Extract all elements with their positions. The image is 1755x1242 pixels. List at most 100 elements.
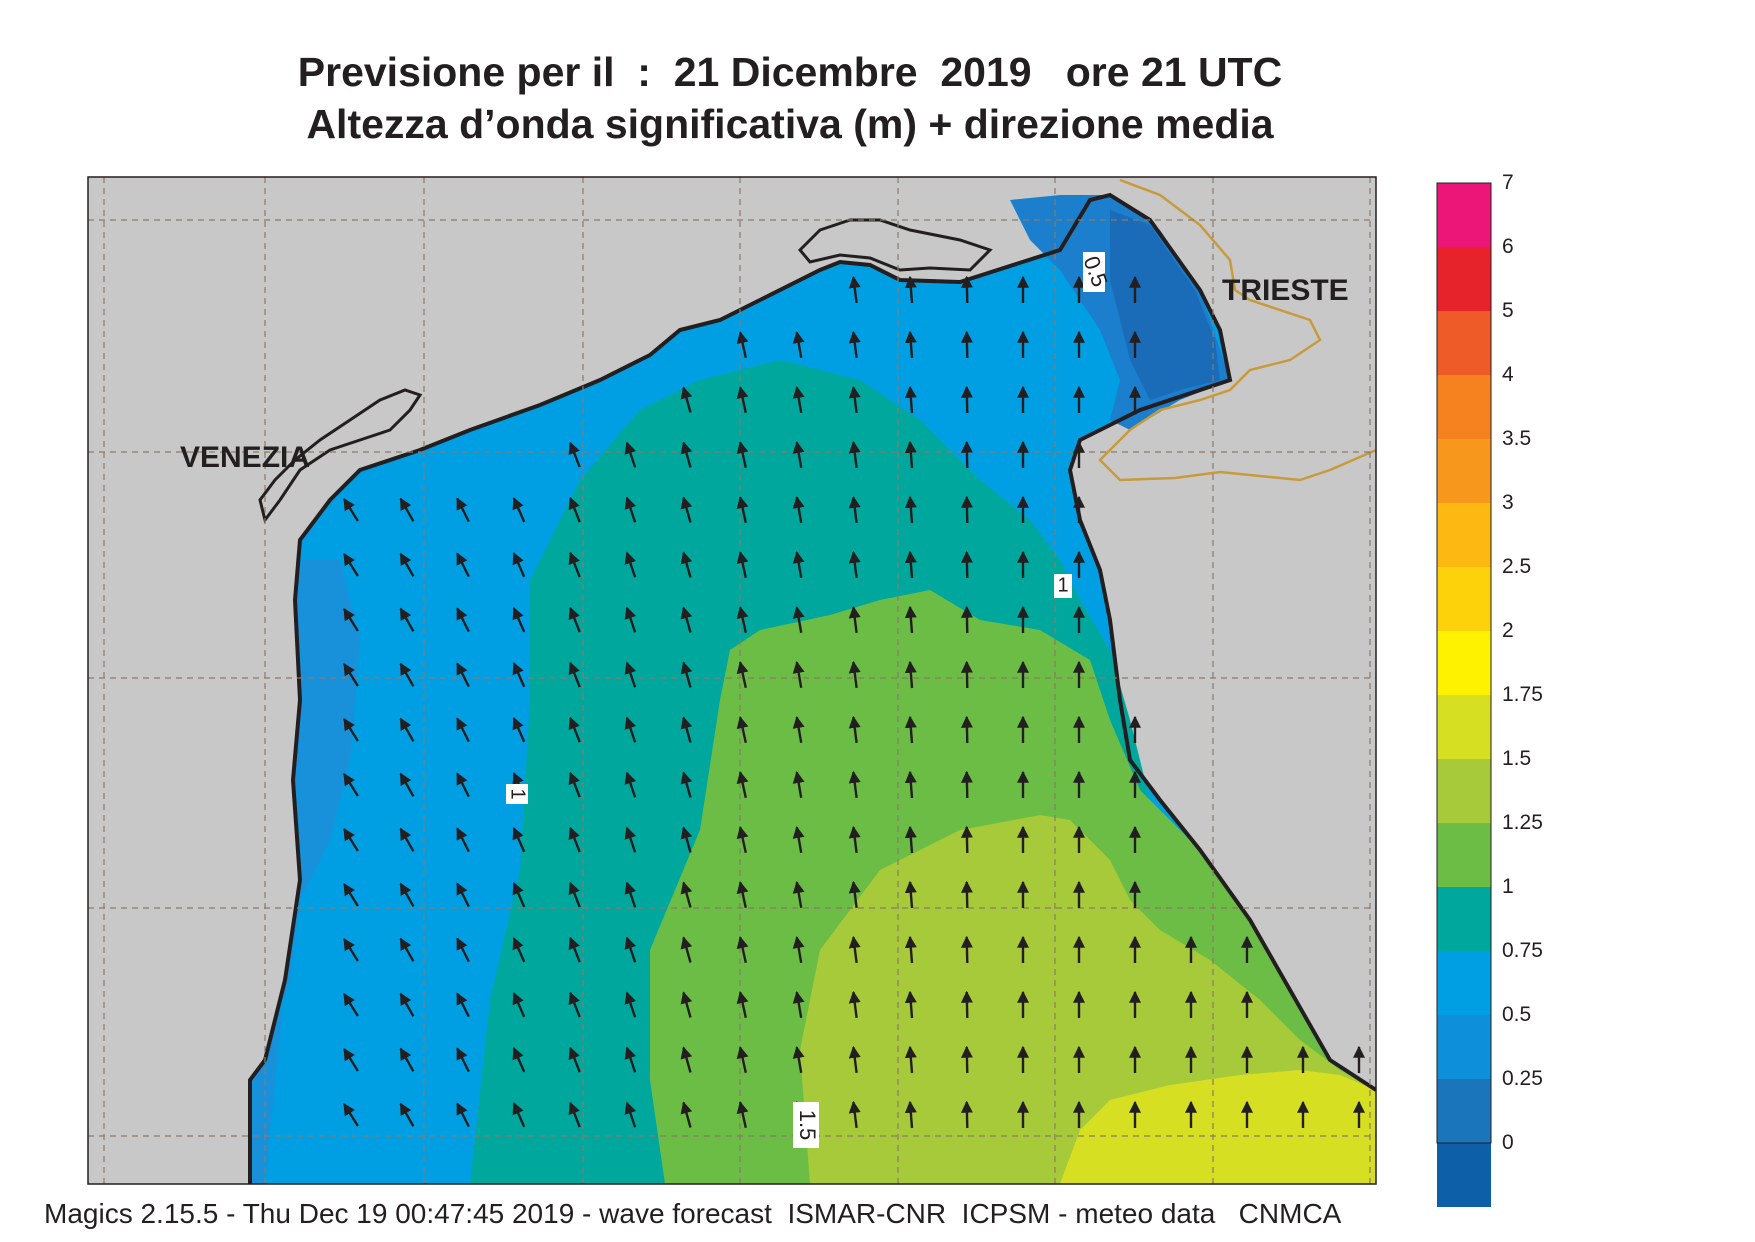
wave-direction-arrow [960,440,973,469]
wave-direction-arrow [736,991,749,1018]
wave-direction-arrow [568,771,581,798]
wave-direction-arrow [792,661,805,689]
wave-direction-arrow [960,495,973,524]
wave-direction-arrow [792,386,805,414]
footer-credits: Magics 2.15.5 - Thu Dec 19 00:47:45 2019… [44,1198,1342,1229]
wave-direction-arrow [512,1102,526,1128]
contour-label-text: 1 [1057,574,1068,596]
colorbar-tick-label: 1.25 [1502,811,1543,834]
wave-direction-arrow [792,1046,805,1074]
wave-direction-arrow [680,661,693,688]
wave-direction-arrow [736,496,749,523]
wave-direction-arrow [624,551,637,578]
wave-direction-arrow [343,772,359,797]
wave-direction-arrow [792,771,805,799]
wave-direction-arrow [904,935,917,964]
wave-direction-arrow [399,882,415,907]
colorbar-swatch [1437,823,1491,887]
contour-label-1.5: 1.5 [793,1102,820,1148]
wave-direction-arrow [848,605,861,634]
national-border [1098,178,1376,482]
wave-direction-arrow [512,717,526,743]
wave-direction-arrow [680,1101,693,1128]
colorbar-tick-label: 1.75 [1502,683,1543,706]
wave-direction-arrow [568,991,581,1018]
colorbar-tick-label: 0.75 [1502,939,1543,962]
wave-direction-arrow [680,386,693,413]
wave-direction-arrow [456,827,470,853]
wave-direction-arrow [736,826,749,853]
wave-direction-arrow [904,825,917,854]
wave-direction-arrow [568,496,581,523]
wave-direction-arrow [904,495,917,524]
wave-direction-arrow [960,660,973,689]
map-frame [87,176,1377,1185]
wave-direction-arrow [904,990,917,1019]
colorbar-tick-label: 3 [1502,491,1514,514]
wave-direction-arrow [624,771,637,798]
place-label-trieste: TRIESTE [1222,274,1349,307]
wave-direction-arrow [680,991,693,1018]
wave-direction-arrow [960,880,973,909]
wave-direction-arrow [512,827,526,853]
colorbar-tick-label: 7 [1502,171,1514,194]
wave-direction-arrow [680,1046,693,1073]
colorbar-swatch [1437,951,1491,1015]
grado-lagoon [797,218,993,272]
wave-direction-arrow [568,1101,581,1128]
wave-direction-arrow [399,772,415,797]
wave-direction-arrow [736,331,749,358]
wave-direction-arrow [736,1046,749,1073]
sea-band-1.75-2 [1060,1070,1376,1184]
wave-direction-arrow [456,992,470,1018]
wave-direction-arrow [568,606,581,633]
wave-direction-arrow [904,605,917,634]
wave-direction-arrow [736,936,749,963]
wave-direction-arrow [343,717,359,742]
contour-label-text: 1.5 [795,1110,820,1141]
colorbar-tick-label: 6 [1502,235,1514,258]
wave-direction-arrow [624,1101,637,1128]
wave-direction-arrow [624,441,637,468]
wave-direction-arrow [792,826,805,854]
wave-direction-arrow [456,772,470,798]
wave-direction-arrow [456,882,470,908]
wave-direction-arrow [792,991,805,1019]
wave-direction-arrow [399,1047,415,1072]
colorbar-swatch [1437,695,1491,759]
wave-direction-arrow [904,1100,917,1129]
map-area [88,177,1376,1184]
wave-direction-arrow [848,715,861,744]
wave-direction-arrow [904,1045,917,1074]
colorbar-frame [1436,182,1492,1144]
colorbar-swatch [1437,1015,1491,1079]
contour-label-1-east: 1 [1054,574,1072,598]
wave-direction-arrow [624,661,637,688]
wave-direction-arrow [960,715,973,744]
colorbar-swatch [1437,439,1491,503]
colorbar-swatch [1437,887,1491,951]
wave-direction-arrow [512,937,526,963]
wave-direction-arrow [568,716,581,743]
wave-direction-arrow [848,880,861,909]
wave-direction-arrow [456,497,470,523]
wave-direction-arrow [399,1102,415,1127]
colorbar-swatch [1437,247,1491,311]
colorbar-swatch [1437,567,1491,631]
wave-direction-arrow [848,275,861,304]
wave-direction-arrow [960,1100,973,1129]
wave-direction-arrow [960,275,973,304]
wave-direction-arrow [624,881,637,908]
place-label-venezia: VENEZIA [180,441,310,474]
wave-direction-arrow [736,551,749,578]
wave-direction-arrow [736,771,749,798]
wave-direction-arrow [343,552,359,577]
wave-direction-arrow [848,495,861,524]
colorbar-swatch [1437,311,1491,375]
wave-direction-arrow [399,662,415,687]
colorbar-tick-label: 0.5 [1502,1003,1532,1026]
colorbar-swatch [1437,1079,1491,1143]
wave-direction-arrow [904,880,917,909]
lagoon-islands [258,388,423,524]
